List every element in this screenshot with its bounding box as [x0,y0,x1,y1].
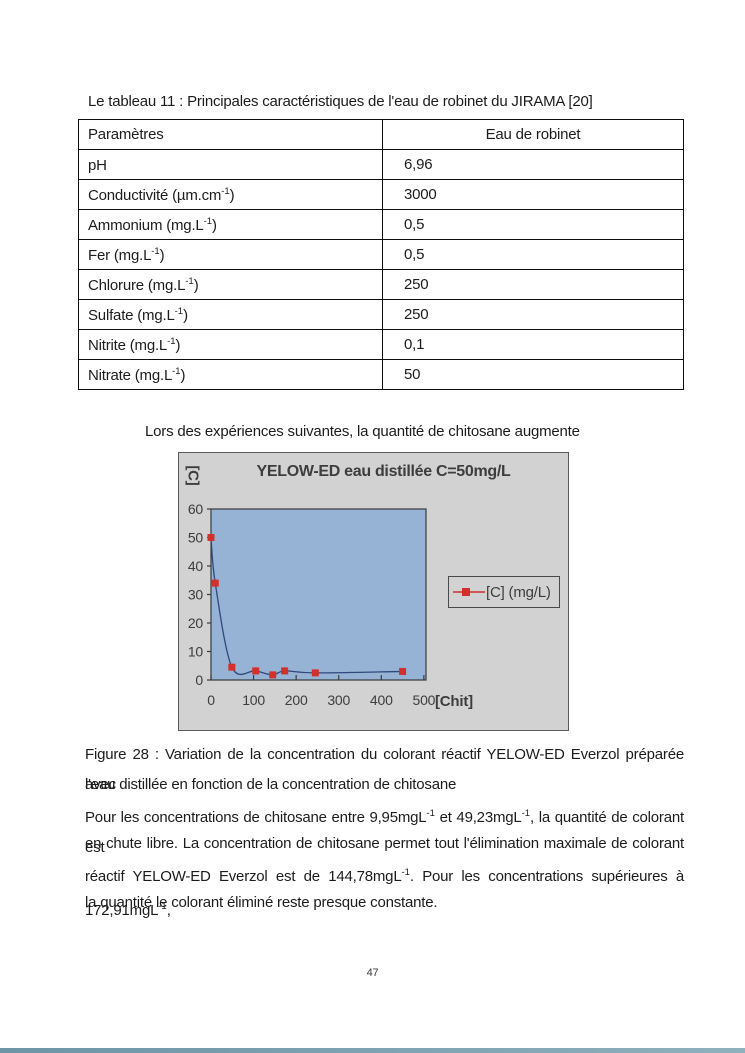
svg-text:10: 10 [188,644,204,660]
value-cell: 0,5 [382,239,684,270]
value-cell: 0,1 [382,329,684,360]
svg-text:0: 0 [195,672,203,688]
figure-caption-line: l'eau distillée en fonction de la concen… [85,775,457,793]
figure-description: Figure 28 : Variation de la concentratio… [85,740,684,919]
table-row: Chlorure (mg.L-1) 250 [78,269,684,300]
chart-legend: [C] (mg/L) [448,576,560,608]
param-cell: Nitrite (mg.L-1) [78,329,383,360]
water-characteristics-table: Paramètres Eau de robinet pH 6,96 Conduc… [78,119,684,390]
svg-text:300: 300 [327,692,350,708]
param-cell: Fer (mg.L-1) [78,239,383,270]
table-row: pH 6,96 [78,149,684,180]
body-text-line: Pour les concentrations de chitosane ent… [85,808,684,856]
body-text-line: réactif YELOW-ED Everzol est de 144,78mg… [85,867,684,919]
y-axis-label: [C] [184,465,202,486]
value-cell: 0,5 [382,209,684,240]
scan-edge-artifact [0,1048,745,1053]
svg-text:400: 400 [370,692,393,708]
value-cell: 250 [382,299,684,330]
body-text-line: la quantité le colorant éliminé reste pr… [85,893,438,911]
header-eau-de-robinet: Eau de robinet [382,119,684,150]
table-row: Ammonium (mg.L-1) 0,5 [78,209,684,240]
body-text-line: en chute libre. La concentration de chit… [85,834,684,852]
chart-title: YELOW-ED eau distillée C=50mg/L [256,463,511,480]
intro-sentence: Lors des expériences suivantes, la quant… [145,423,580,440]
svg-text:60: 60 [188,501,204,517]
table-caption: Le tableau 11 : Principales caractéristi… [88,93,593,110]
param-cell: pH [78,149,383,180]
svg-text:0: 0 [207,692,215,708]
page-number: 47 [366,967,379,979]
concentration-chart: 0 10 20 30 40 50 60 0 100 200 300 400 500 YELOW-ED e… [178,452,569,731]
param-cell: Sulfate (mg.L-1) [78,299,383,330]
value-cell: 50 [382,359,684,390]
svg-text:200: 200 [285,692,308,708]
value-cell: 6,96 [382,149,684,180]
svg-text:40: 40 [188,558,204,574]
table-row: Conductivité (µm.cm-1) 3000 [78,179,684,210]
x-axis-label: [Chit] [435,693,473,710]
header-parametres: Paramètres [78,119,383,150]
param-cell: Nitrate (mg.L-1) [78,359,383,390]
svg-text:50: 50 [188,530,204,546]
table-header-row: Paramètres Eau de robinet [78,119,684,150]
svg-text:100: 100 [242,692,265,708]
svg-text:20: 20 [188,615,204,631]
figure-caption-line: Figure 28 : Variation de la concentratio… [85,746,684,793]
param-cell: Ammonium (mg.L-1) [78,209,383,240]
svg-text:500: 500 [412,692,435,708]
svg-text:30: 30 [188,587,204,603]
chart-plot-area: 0 10 20 30 40 50 60 0 100 200 300 400 500 [188,501,436,708]
legend-marker-icon [453,588,485,596]
table-row: Nitrate (mg.L-1) 50 [78,359,684,390]
value-cell: 3000 [382,179,684,210]
table-row: Nitrite (mg.L-1) 0,1 [78,329,684,360]
param-cell: Conductivité (µm.cm-1) [78,179,383,210]
legend-series-label: [C] (mg/L) [486,583,551,601]
param-cell: Chlorure (mg.L-1) [78,269,383,300]
table-row: Fer (mg.L-1) 0,5 [78,239,684,270]
value-cell: 250 [382,269,684,300]
table-row: Sulfate (mg.L-1) 250 [78,299,684,330]
